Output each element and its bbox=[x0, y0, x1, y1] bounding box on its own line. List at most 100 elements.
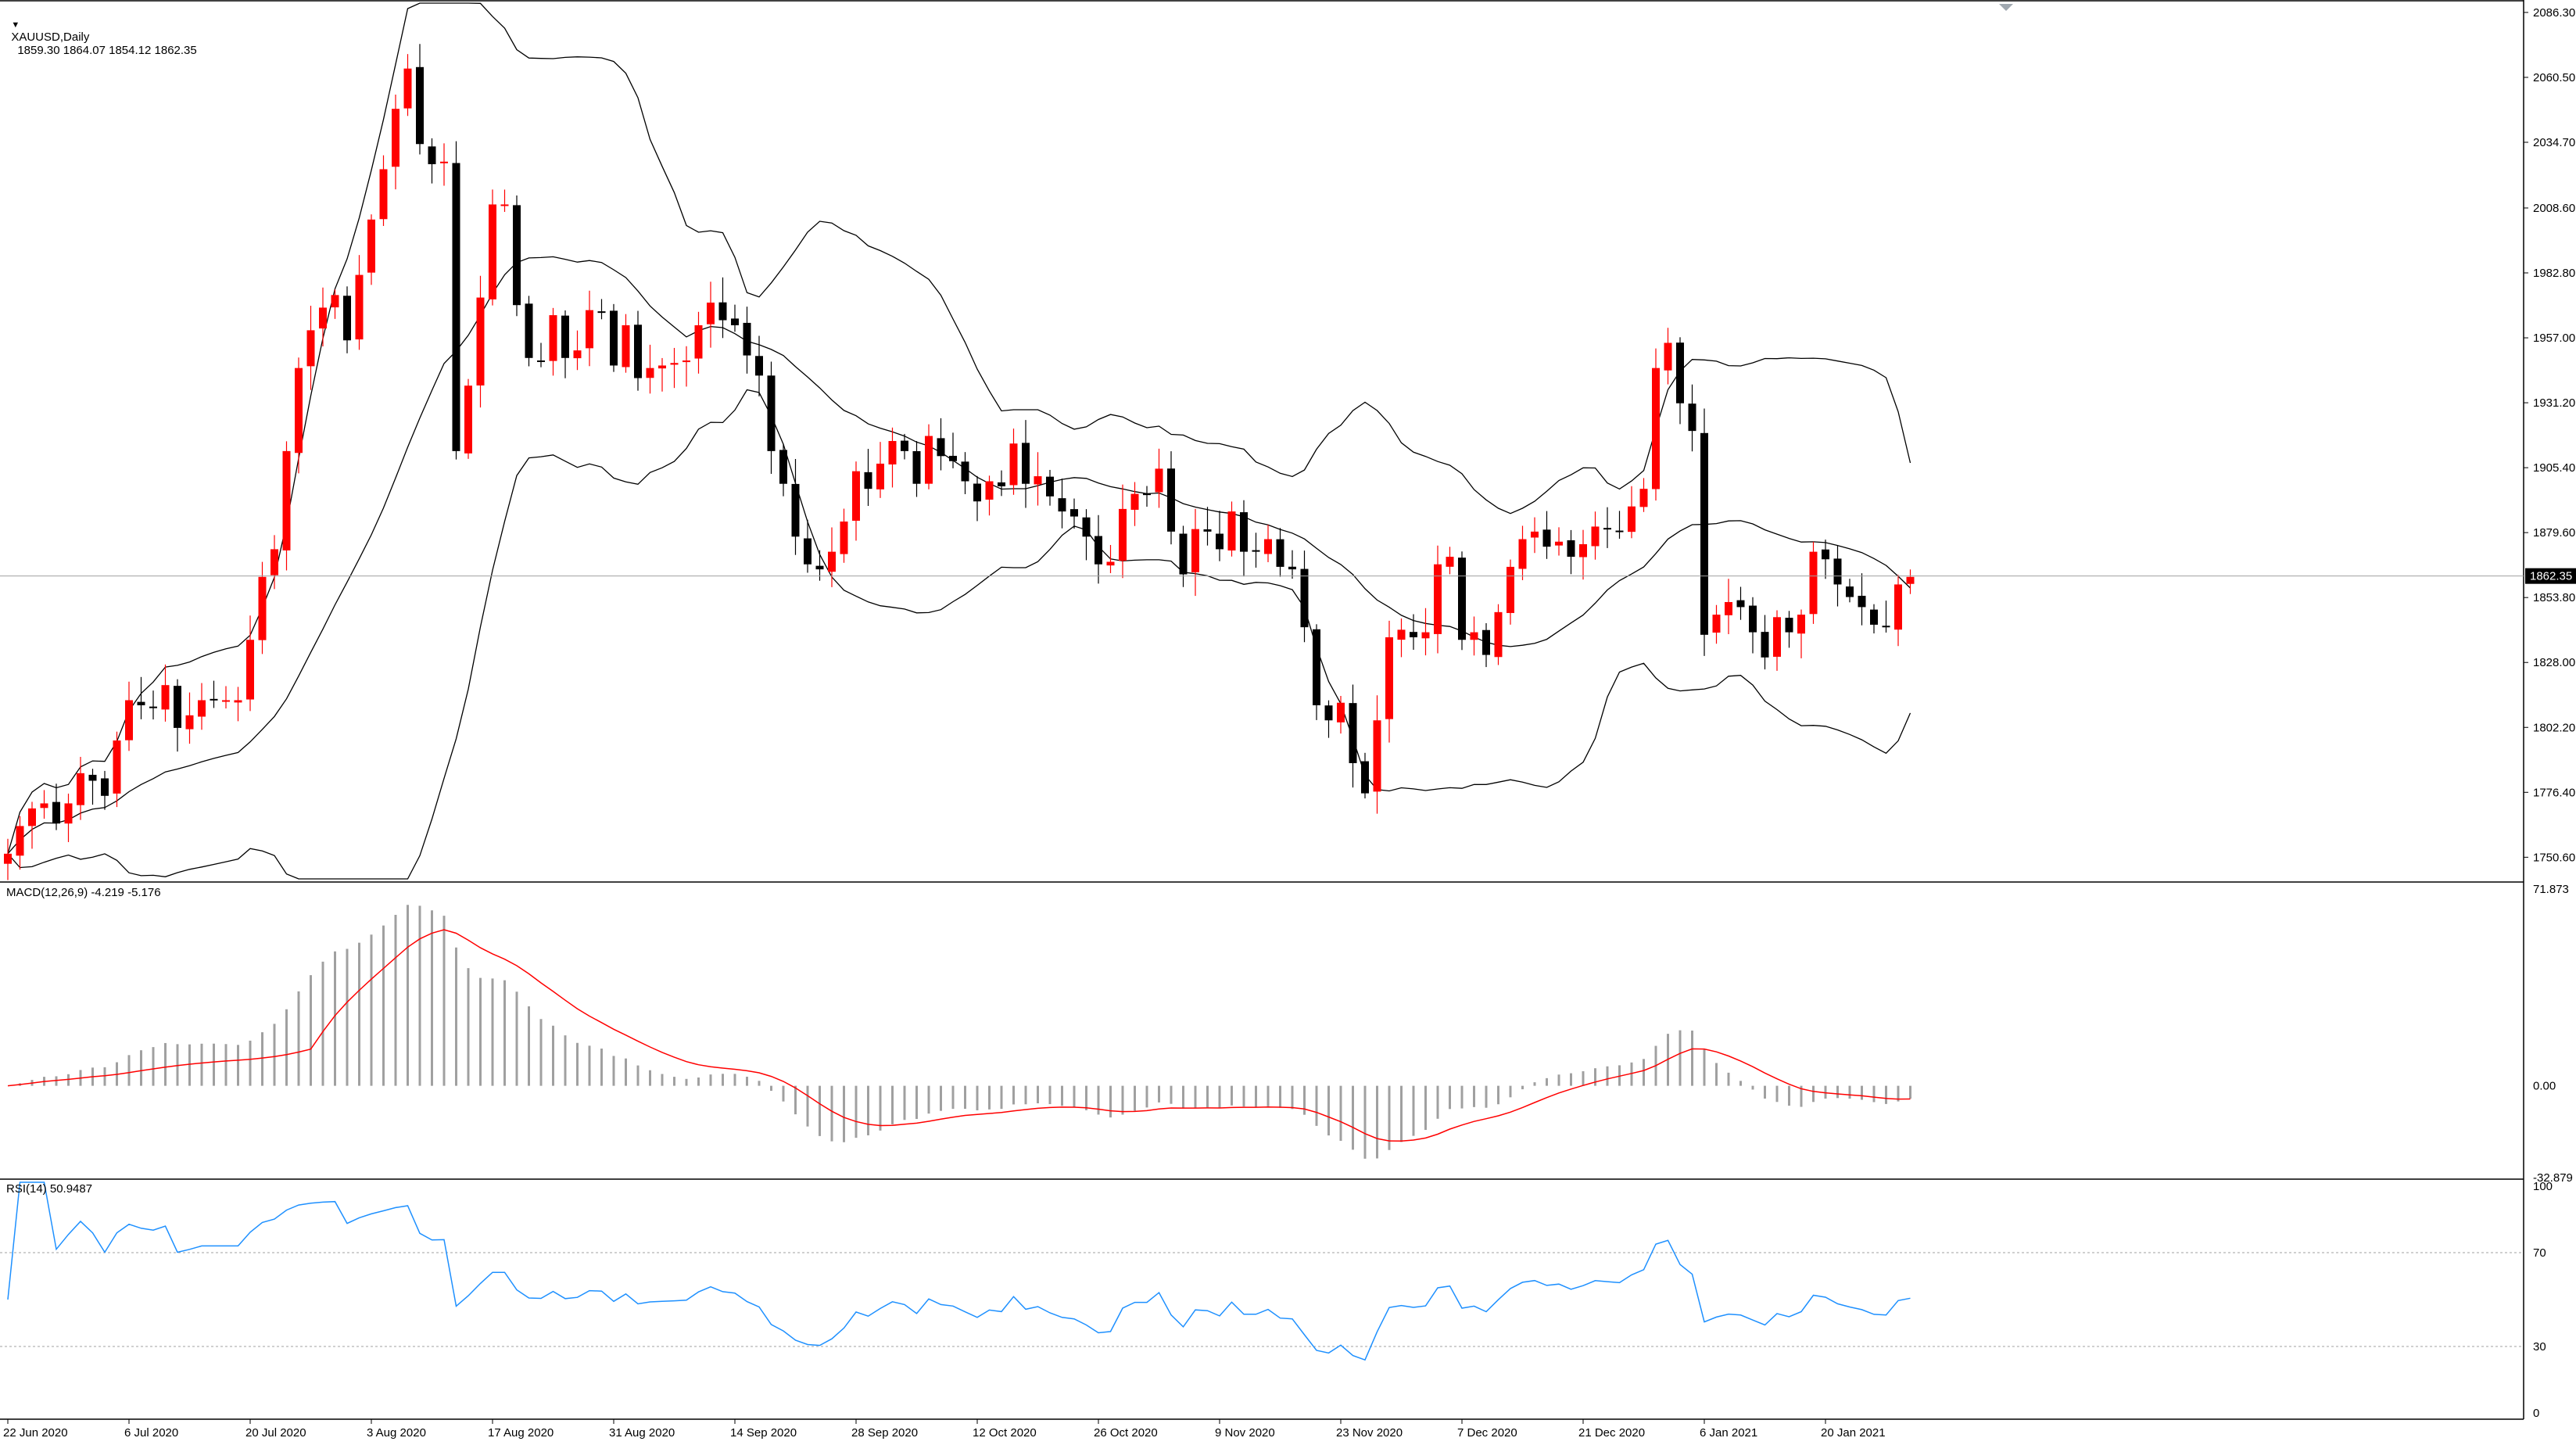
candle bbox=[40, 790, 48, 819]
candle-body bbox=[1022, 443, 1030, 484]
candle bbox=[1361, 752, 1369, 799]
candle bbox=[1373, 695, 1381, 814]
candle-body bbox=[1034, 476, 1042, 485]
candle-body bbox=[1507, 566, 1514, 613]
candle-body bbox=[246, 640, 254, 700]
time-axis: 22 Jun 2020 6 Jul 2020 20 Jul 2020 3 Aug 20… bbox=[3, 1419, 1886, 1440]
candle-body bbox=[1882, 626, 1890, 628]
ohlc-values: 1859.30 1864.07 1854.12 1862.35 bbox=[17, 44, 197, 57]
candle-body bbox=[912, 450, 921, 484]
rsi-pane[interactable] bbox=[0, 1181, 2524, 1361]
candle-body bbox=[670, 363, 679, 365]
candle-body bbox=[1143, 493, 1151, 496]
candle bbox=[718, 277, 727, 339]
rsi-line bbox=[7, 1181, 1911, 1361]
candle-body bbox=[185, 715, 194, 730]
candle-body bbox=[500, 204, 509, 206]
candle bbox=[1397, 618, 1406, 658]
candle bbox=[1470, 616, 1478, 656]
candle bbox=[1542, 511, 1551, 559]
price-tick-label: 2060.50 bbox=[2533, 71, 2575, 84]
candle bbox=[452, 141, 460, 460]
candle-body bbox=[1615, 530, 1624, 532]
time-tick-label: 7 Dec 2020 bbox=[1457, 1426, 1517, 1440]
candle-body bbox=[306, 330, 315, 367]
candle-body bbox=[840, 521, 848, 554]
candle-body bbox=[561, 315, 569, 358]
candle-body bbox=[343, 296, 351, 341]
candle bbox=[464, 378, 472, 459]
candle-body bbox=[1179, 533, 1188, 575]
candle-body bbox=[1288, 566, 1296, 570]
candle bbox=[1773, 610, 1781, 671]
candle bbox=[1130, 482, 1139, 526]
time-tick-label: 14 Sep 2020 bbox=[730, 1426, 797, 1440]
candle bbox=[1288, 550, 1296, 579]
candle-body bbox=[319, 307, 327, 329]
candle-body bbox=[379, 169, 388, 220]
candle bbox=[1749, 597, 1757, 654]
symbol-name: XAUUSD,Daily bbox=[11, 30, 90, 44]
candle-body bbox=[1216, 533, 1224, 550]
candle-body bbox=[1542, 529, 1551, 547]
time-tick-label: 21 Dec 2020 bbox=[1578, 1426, 1645, 1440]
symbol-menu-icon[interactable]: ▼ bbox=[11, 20, 20, 30]
candle-body bbox=[1773, 617, 1781, 657]
candle-body bbox=[234, 700, 242, 703]
candle bbox=[876, 442, 884, 498]
candle bbox=[694, 311, 703, 374]
candle-body bbox=[1676, 342, 1684, 403]
candle bbox=[634, 310, 642, 391]
candle-body bbox=[852, 471, 860, 521]
candle bbox=[1046, 469, 1054, 506]
price-pane[interactable] bbox=[4, 2, 1915, 880]
time-tick-label: 26 Oct 2020 bbox=[1094, 1426, 1158, 1440]
time-tick-label: 17 Aug 2020 bbox=[488, 1426, 554, 1440]
candle bbox=[573, 330, 582, 371]
candle bbox=[161, 664, 170, 722]
candle-body bbox=[961, 461, 969, 482]
candle-body bbox=[88, 774, 97, 781]
candle-body bbox=[1095, 536, 1102, 565]
price-tick-label: 2086.30 bbox=[2533, 6, 2575, 20]
bollinger-upper-line bbox=[7, 2, 1911, 854]
candle bbox=[1264, 525, 1272, 562]
candle-body bbox=[331, 295, 339, 308]
candle bbox=[125, 681, 133, 751]
macd-tick-label: 71.873 bbox=[2533, 883, 2569, 896]
candle bbox=[1858, 573, 1866, 626]
candle bbox=[828, 527, 836, 587]
candle bbox=[658, 357, 666, 392]
candle bbox=[1252, 532, 1260, 568]
candle bbox=[731, 304, 739, 332]
macd-pane[interactable] bbox=[7, 905, 1911, 1159]
candle bbox=[912, 441, 921, 497]
candle-body bbox=[210, 698, 218, 701]
candle-body bbox=[1518, 539, 1527, 569]
candle bbox=[1676, 337, 1684, 425]
time-tick-label: 31 Aug 2020 bbox=[609, 1426, 675, 1440]
chart-shift-marker-icon[interactable] bbox=[1999, 4, 2013, 11]
candle-body bbox=[40, 803, 48, 809]
candle bbox=[1385, 620, 1393, 743]
candle bbox=[295, 357, 303, 474]
candle bbox=[1349, 684, 1357, 788]
candle-body bbox=[1652, 368, 1660, 489]
candle bbox=[1203, 507, 1212, 546]
candle bbox=[1531, 517, 1539, 554]
candle bbox=[1639, 478, 1648, 512]
candle bbox=[840, 508, 848, 563]
candle bbox=[1870, 604, 1878, 634]
candle-body bbox=[1385, 637, 1393, 719]
candle-body bbox=[755, 356, 763, 376]
candle-body bbox=[464, 385, 472, 454]
rsi-tick-label: 30 bbox=[2533, 1340, 2546, 1354]
price-tick-label: 1828.00 bbox=[2533, 656, 2575, 669]
candle-body bbox=[694, 324, 703, 359]
candle-body bbox=[367, 219, 375, 273]
candle bbox=[1712, 604, 1721, 644]
candle-body bbox=[489, 204, 496, 299]
price-tick-label: 1879.60 bbox=[2533, 526, 2575, 540]
candle bbox=[1216, 511, 1224, 561]
